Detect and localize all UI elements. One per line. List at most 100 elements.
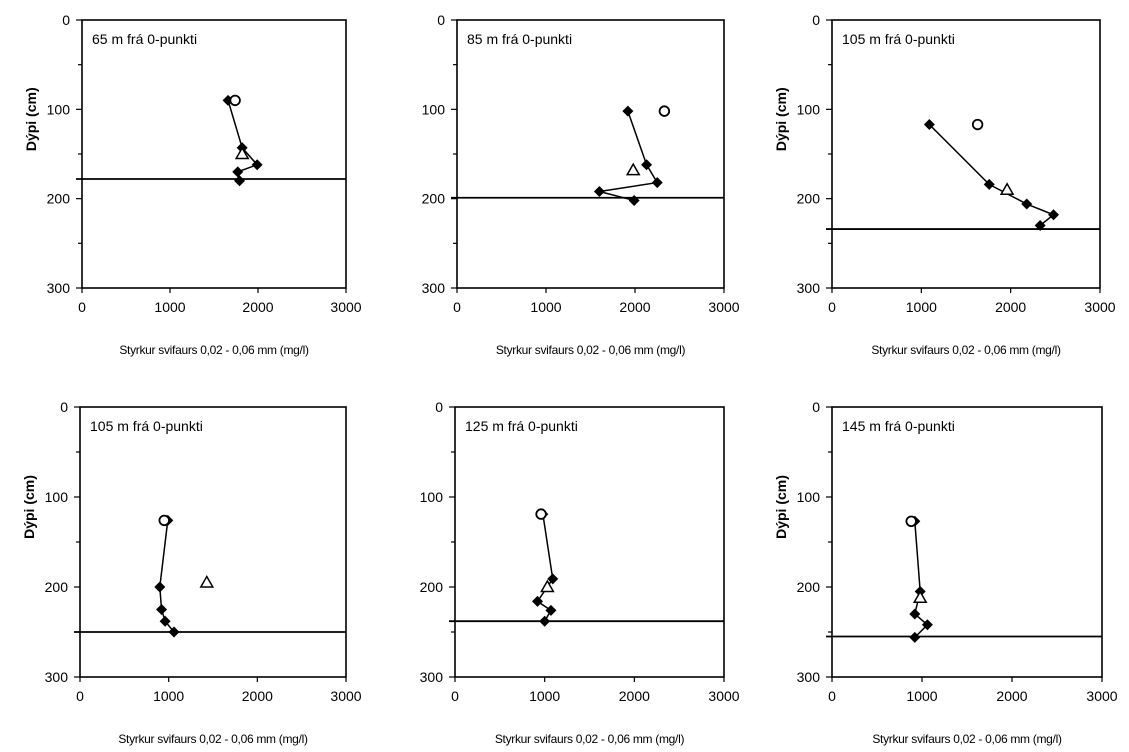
x-tick-label: 3000 [330, 299, 361, 315]
x-axis-label: Styrkur svifaurs 0,02 - 0,06 mm (mg/l) [495, 732, 685, 746]
circle-marker [905, 515, 917, 528]
series-line [159, 520, 175, 633]
diamond-marker [234, 175, 246, 187]
x-tick-label: 1000 [906, 299, 937, 315]
series-line [599, 110, 659, 202]
y-tick-label: 200 [797, 191, 821, 207]
diamond-marker [923, 119, 935, 131]
x-tick-label: 2000 [619, 688, 650, 704]
triangle-marker [234, 146, 250, 160]
y-axis-label: Dýpi (cm) [773, 87, 789, 151]
series-line [536, 513, 554, 622]
y-tick-label: 100 [45, 489, 69, 505]
y-tick-label: 200 [797, 579, 821, 595]
x-tick-label: 0 [76, 688, 84, 704]
panel-title: 105 m frá 0-punkti [842, 31, 955, 47]
diamond-marker [1048, 209, 1060, 221]
circle-marker [535, 508, 547, 520]
x-tick-label: 2000 [619, 299, 650, 315]
x-tick-label: 1000 [153, 688, 184, 704]
y-tick-label: 300 [422, 280, 446, 296]
x-tick-label: 0 [828, 688, 836, 704]
y-tick-label: 0 [812, 399, 820, 415]
x-tick-label: 2000 [995, 299, 1026, 315]
diamond-marker [651, 177, 663, 189]
x-axis-label: Styrkur svifaurs 0,02 - 0,06 mm (mg/l) [118, 732, 308, 746]
circle-marker [158, 514, 170, 527]
y-tick-label: 300 [797, 669, 821, 685]
diamond-marker [622, 105, 634, 117]
y-tick-label: 0 [435, 399, 443, 415]
y-tick-label: 300 [420, 669, 444, 685]
diamond-marker [539, 615, 551, 627]
diamond-marker [251, 159, 263, 171]
panel-title: 105 m frá 0-punkti [90, 418, 203, 434]
diamond-marker [628, 194, 640, 206]
series-line [928, 123, 1056, 227]
y-axis-label: Dýpi (cm) [23, 87, 39, 151]
diamond-marker [909, 631, 921, 643]
panel-title: 125 m frá 0-punkti [465, 418, 578, 434]
x-tick-label: 3000 [708, 688, 739, 704]
diamond-marker [909, 608, 921, 620]
x-tick-label: 3000 [1086, 688, 1117, 704]
x-tick-label: 0 [451, 688, 459, 704]
y-tick-label: 0 [62, 12, 70, 28]
y-tick-label: 200 [45, 579, 69, 595]
diamond-marker [1021, 198, 1033, 210]
diamond-marker [547, 573, 559, 585]
triangle-marker [912, 590, 928, 604]
plot-frame [454, 406, 725, 678]
triangle-marker [199, 574, 215, 588]
triangle-marker [625, 162, 641, 176]
y-tick-label: 100 [797, 489, 821, 505]
diamond-marker [154, 581, 166, 593]
triangle-marker [999, 182, 1015, 195]
x-tick-label: 0 [453, 299, 461, 315]
panel-title: 65 m frá 0-punkti [92, 31, 197, 47]
x-tick-label: 3000 [330, 688, 361, 704]
y-tick-label: 300 [45, 669, 69, 685]
x-tick-label: 1000 [530, 299, 561, 315]
y-tick-label: 0 [60, 399, 68, 415]
diamond-marker [159, 615, 171, 627]
diamond-marker [1034, 219, 1046, 231]
plot-frame [79, 406, 347, 678]
x-tick-label: 1000 [529, 688, 560, 704]
y-tick-label: 100 [47, 101, 71, 117]
x-tick-label: 1000 [906, 688, 937, 704]
diamond-marker [983, 178, 995, 190]
y-tick-label: 300 [47, 280, 71, 296]
x-axis-label: Styrkur svifaurs 0,02 - 0,06 mm (mg/l) [119, 343, 309, 357]
triangle-marker [540, 579, 555, 593]
x-axis-label: Styrkur svifaurs 0,02 - 0,06 mm (mg/l) [872, 732, 1062, 746]
y-tick-label: 200 [47, 191, 71, 207]
series-line [913, 521, 929, 638]
y-axis-label: Dýpi (cm) [21, 475, 37, 539]
panel-title: 85 m frá 0-punkti [467, 31, 572, 47]
y-tick-label: 100 [420, 489, 444, 505]
x-tick-label: 0 [78, 299, 86, 315]
x-tick-label: 3000 [708, 299, 739, 315]
x-axis-label: Styrkur svifaurs 0,02 - 0,06 mm (mg/l) [871, 343, 1061, 357]
diamond-marker [168, 626, 180, 638]
y-tick-label: 100 [797, 101, 821, 117]
x-axis-label: Styrkur svifaurs 0,02 - 0,06 mm (mg/l) [496, 343, 686, 357]
diamond-marker [593, 186, 605, 198]
y-tick-label: 300 [797, 280, 821, 296]
diamond-marker [156, 604, 168, 615]
circle-marker [658, 105, 671, 117]
y-tick-label: 200 [422, 191, 446, 207]
y-tick-label: 200 [420, 579, 444, 595]
y-axis-label: Dýpi (cm) [773, 475, 789, 539]
x-tick-label: 1000 [154, 299, 185, 315]
diamond-marker [641, 159, 653, 171]
plot-frame [831, 19, 1101, 289]
